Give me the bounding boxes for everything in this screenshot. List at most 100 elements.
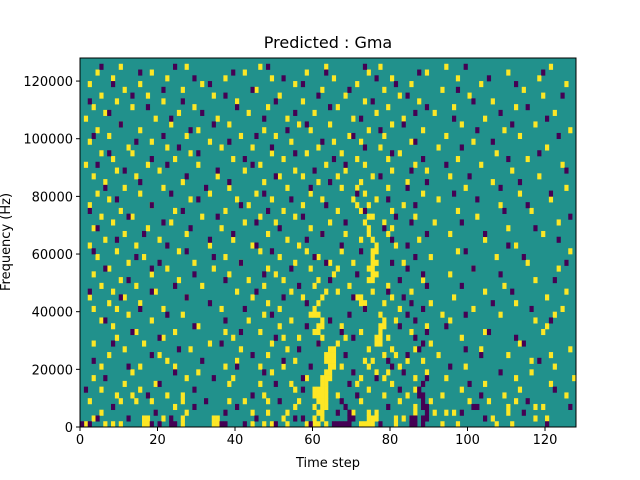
heatmap-cell-low [362, 305, 368, 312]
heatmap-cell-high [134, 282, 139, 289]
heatmap-cell-high [235, 357, 240, 364]
heatmap-cell-high [312, 282, 317, 289]
heatmap-cell-low [424, 375, 430, 382]
heatmap-cell-high [308, 265, 313, 272]
heatmap-cell-high [370, 288, 375, 295]
heatmap-cell-high [297, 334, 302, 341]
heatmap-cell-high [494, 254, 499, 261]
heatmap-cell-high [393, 421, 399, 428]
heatmap-cell-low [397, 386, 402, 393]
heatmap-cell-high [421, 357, 426, 364]
heatmap-cell-high [417, 98, 422, 105]
heatmap-cell-low [281, 75, 286, 82]
y-tick-label: 120000 [23, 75, 73, 90]
heatmap-cell-high [444, 375, 449, 382]
heatmap-cell-low [87, 98, 92, 105]
heatmap-cell-high [184, 409, 189, 416]
heatmap-cell-low [308, 421, 313, 428]
heatmap-cell-high [87, 138, 92, 145]
heatmap-cell-high [351, 196, 356, 203]
x-tick-label: 0 [76, 433, 84, 448]
heatmap-cell-high [149, 271, 154, 278]
heatmap-cell-high [118, 63, 123, 70]
heatmap-cell-high [506, 403, 511, 411]
heatmap-cell-high [521, 86, 526, 93]
heatmap-cell-low [382, 225, 387, 232]
heatmap-cell-high [258, 248, 263, 255]
heatmap-cell-high [328, 219, 333, 226]
heatmap-cell-high [339, 323, 344, 330]
heatmap-cell-high [378, 328, 383, 336]
heatmap-cell-low [269, 311, 275, 318]
heatmap-cell-low [552, 277, 557, 284]
heatmap-cell-high [293, 167, 298, 174]
heatmap-cell-high [285, 115, 290, 122]
heatmap-cell-low [293, 415, 298, 422]
heatmap-cell-low [91, 132, 96, 140]
heatmap-cell-high [95, 190, 100, 197]
heatmap-cell-high [370, 248, 375, 255]
heatmap-cell-low [324, 69, 329, 76]
heatmap-cell-high [250, 144, 255, 151]
heatmap-cell-high [541, 230, 546, 238]
heatmap-cell-low [242, 421, 247, 428]
heatmap-cell-high [428, 254, 433, 261]
heatmap-cell-low [479, 352, 484, 359]
heatmap-cell-high [424, 167, 430, 174]
heatmap-cell-high [103, 179, 108, 186]
heatmap-cell-high [374, 409, 379, 416]
heatmap-cell-high [277, 92, 282, 99]
heatmap-cell-high [258, 380, 263, 387]
heatmap-cell-low [169, 415, 174, 422]
heatmap-cell-low [405, 265, 410, 272]
heatmap-cell-high [99, 363, 104, 370]
heatmap-cell-low [266, 63, 271, 70]
heatmap-cell-low [498, 109, 503, 116]
heatmap-cell-high [242, 69, 247, 76]
heatmap-cell-high [343, 230, 348, 238]
heatmap-cell-high [316, 409, 321, 416]
heatmap-cell-low [390, 150, 395, 157]
heatmap-cell-high [196, 369, 201, 376]
heatmap-cell-high [393, 317, 399, 324]
heatmap-cell-low [293, 109, 298, 116]
heatmap-cell-high [266, 300, 271, 307]
heatmap-cell-low [409, 300, 414, 307]
heatmap-cell-low [343, 219, 348, 226]
heatmap-cell-high [331, 357, 337, 364]
heatmap-cell-high [362, 98, 368, 105]
heatmap-cell-low [235, 104, 240, 111]
heatmap-cell-low [413, 202, 418, 209]
heatmap-cell-high [114, 334, 120, 341]
heatmap-cell-high [370, 357, 375, 364]
heatmap-cell-low [165, 242, 170, 249]
heatmap-cell-high [235, 98, 240, 105]
heatmap-cell-high [467, 92, 472, 99]
heatmap-cell-low [463, 63, 468, 70]
heatmap-cell-high [254, 86, 259, 93]
heatmap-cell-low [238, 328, 244, 336]
heatmap-cell-high [300, 294, 306, 301]
heatmap-cell-high [176, 277, 182, 284]
heatmap-cell-high [405, 357, 410, 364]
heatmap-cell-high [196, 161, 201, 168]
heatmap-cell-high [138, 386, 143, 393]
heatmap-cell-high [211, 92, 216, 99]
heatmap-cell-high [382, 300, 387, 307]
heatmap-cell-high [281, 415, 286, 422]
heatmap-cell-high [397, 363, 402, 370]
heatmap-cell-low [510, 288, 515, 295]
heatmap-cell-high [331, 363, 337, 370]
heatmap-cell-high [83, 161, 89, 168]
heatmap-cell-high [490, 179, 495, 186]
heatmap-cell-high [568, 346, 573, 353]
heatmap-cell-high [382, 219, 387, 226]
heatmap-cell-low [393, 81, 399, 88]
heatmap-cell-high [91, 305, 96, 312]
heatmap-cell-low [188, 127, 193, 134]
heatmap-cell-low [231, 230, 236, 238]
heatmap-cell-high [293, 386, 298, 393]
heatmap-cell-high [506, 409, 511, 416]
heatmap-cell-low [339, 398, 344, 405]
heatmap-cell-high [165, 144, 170, 151]
